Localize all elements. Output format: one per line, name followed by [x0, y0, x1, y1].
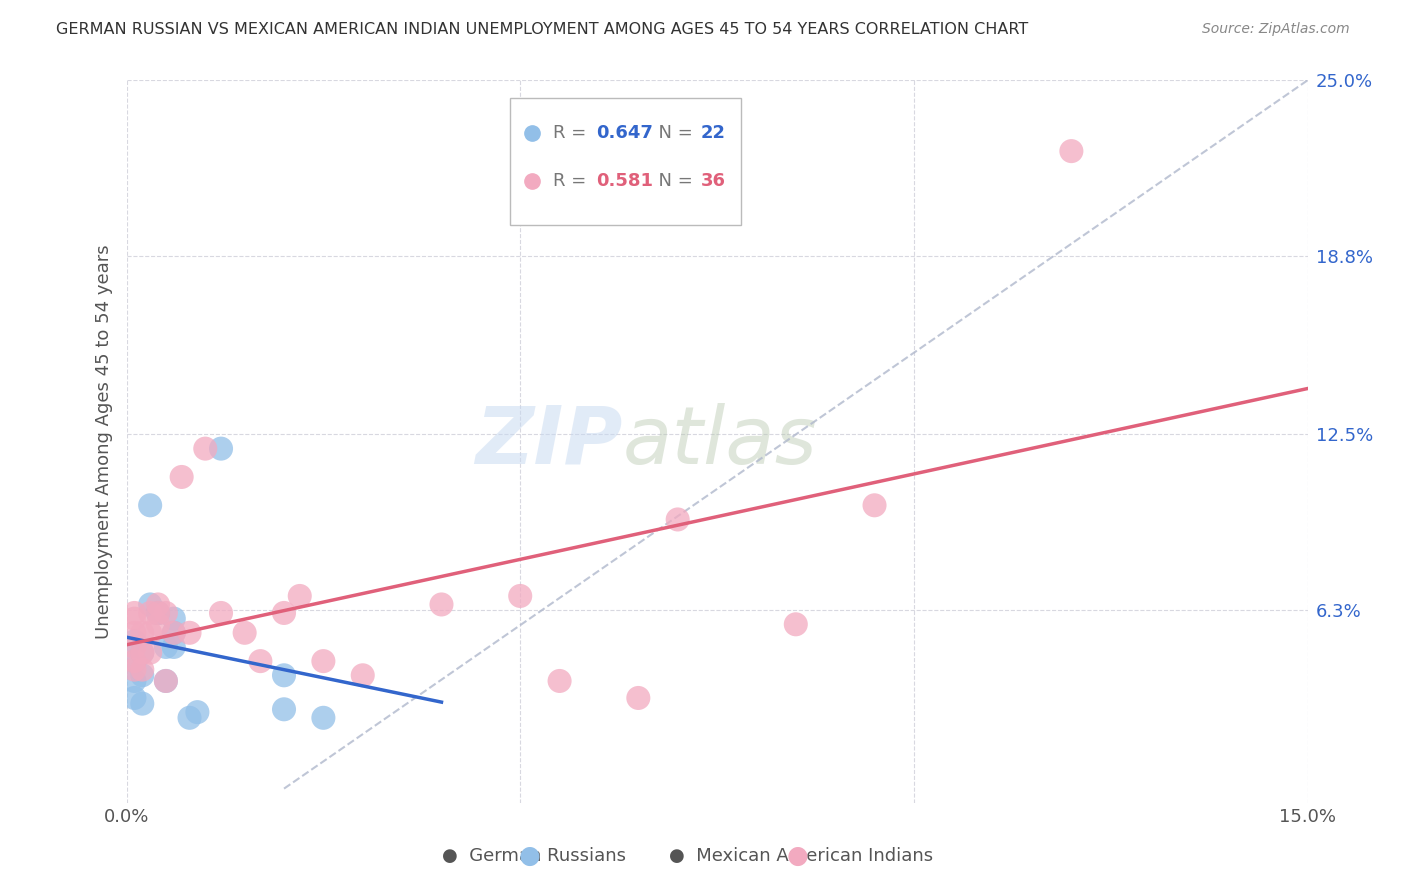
Text: ●: ● — [786, 845, 808, 868]
Point — [666, 512, 689, 526]
Text: 36: 36 — [700, 172, 725, 190]
Point — [163, 640, 186, 654]
Point — [131, 646, 153, 660]
Point — [163, 625, 186, 640]
Point — [124, 690, 146, 705]
Point — [155, 673, 177, 688]
Point — [139, 498, 162, 512]
Point — [273, 606, 295, 620]
Point — [124, 673, 146, 688]
Point — [288, 589, 311, 603]
Text: ZIP: ZIP — [475, 402, 623, 481]
Point — [146, 598, 169, 612]
Text: GERMAN RUSSIAN VS MEXICAN AMERICAN INDIAN UNEMPLOYMENT AMONG AGES 45 TO 54 YEARS: GERMAN RUSSIAN VS MEXICAN AMERICAN INDIA… — [56, 22, 1029, 37]
Point — [146, 606, 169, 620]
Text: R =: R = — [553, 124, 592, 142]
Point — [186, 705, 208, 719]
Point — [139, 598, 162, 612]
Text: 0.647: 0.647 — [596, 124, 654, 142]
Point — [233, 625, 256, 640]
Point — [170, 470, 193, 484]
Point — [131, 663, 153, 677]
Point — [249, 654, 271, 668]
Point — [312, 711, 335, 725]
Text: ●  German Russians: ● German Russians — [443, 847, 626, 865]
Point — [163, 625, 186, 640]
Point — [139, 646, 162, 660]
Text: 22: 22 — [700, 124, 725, 142]
Text: 0.581: 0.581 — [596, 172, 654, 190]
Point — [179, 711, 201, 725]
Point — [194, 442, 217, 456]
Text: N =: N = — [647, 172, 699, 190]
Point — [1060, 144, 1083, 158]
Point — [155, 640, 177, 654]
Point — [124, 640, 146, 654]
Point — [548, 673, 571, 688]
Point — [312, 654, 335, 668]
Point — [430, 598, 453, 612]
Point — [509, 589, 531, 603]
Point — [179, 625, 201, 640]
Point — [155, 673, 177, 688]
Point — [273, 668, 295, 682]
Text: Source: ZipAtlas.com: Source: ZipAtlas.com — [1202, 22, 1350, 37]
Point — [124, 634, 146, 648]
Text: ●: ● — [519, 845, 541, 868]
Point — [131, 697, 153, 711]
Point — [785, 617, 807, 632]
Point — [273, 702, 295, 716]
Text: N =: N = — [647, 124, 699, 142]
Point — [146, 606, 169, 620]
Text: atlas: atlas — [623, 402, 817, 481]
Point — [131, 625, 153, 640]
Point — [155, 606, 177, 620]
Point — [139, 625, 162, 640]
Point — [124, 654, 146, 668]
Point — [124, 663, 146, 677]
Point — [163, 612, 186, 626]
Point — [131, 646, 153, 660]
Point — [131, 668, 153, 682]
Y-axis label: Unemployment Among Ages 45 to 54 years: Unemployment Among Ages 45 to 54 years — [94, 244, 112, 639]
Point — [627, 690, 650, 705]
Point — [863, 498, 886, 512]
Point — [146, 606, 169, 620]
Point — [352, 668, 374, 682]
Text: ●  Mexican American Indians: ● Mexican American Indians — [669, 847, 934, 865]
Point — [209, 442, 232, 456]
Point — [139, 606, 162, 620]
Text: R =: R = — [553, 172, 592, 190]
Point — [124, 654, 146, 668]
Point — [124, 625, 146, 640]
Point — [146, 617, 169, 632]
Point — [209, 606, 232, 620]
FancyBboxPatch shape — [510, 98, 741, 225]
Point — [124, 606, 146, 620]
Point — [124, 612, 146, 626]
